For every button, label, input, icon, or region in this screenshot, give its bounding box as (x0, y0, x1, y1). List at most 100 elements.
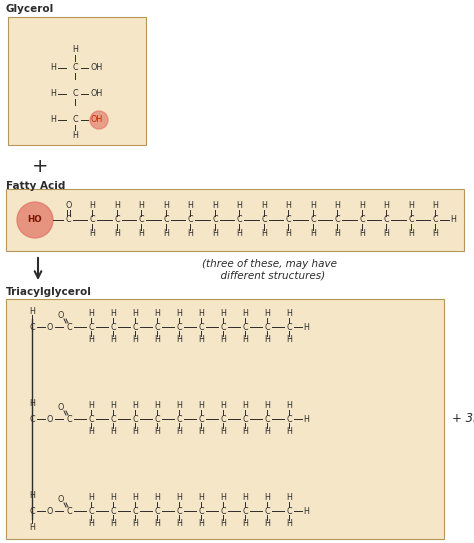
Text: + 3H₂O: + 3H₂O (452, 413, 474, 426)
Text: H: H (286, 494, 292, 502)
Text: C: C (359, 216, 365, 224)
Text: C: C (132, 507, 138, 515)
Text: H: H (132, 336, 138, 344)
Text: H: H (285, 230, 292, 238)
Text: H: H (88, 427, 94, 437)
Text: H: H (154, 427, 160, 437)
Text: H: H (138, 201, 145, 211)
Text: C: C (264, 323, 270, 331)
Text: C: C (90, 216, 95, 224)
Text: C: C (66, 507, 72, 515)
Text: C: C (154, 323, 160, 331)
Text: H: H (198, 520, 204, 528)
Text: OH: OH (91, 116, 103, 124)
Text: H: H (88, 494, 94, 502)
Text: (three of these, may have
  different structures): (three of these, may have different stru… (202, 259, 337, 281)
Text: H: H (264, 336, 270, 344)
Text: C: C (242, 507, 248, 515)
Text: H: H (383, 230, 390, 238)
Text: H: H (176, 336, 182, 344)
Text: H: H (383, 201, 390, 211)
Text: H: H (110, 494, 116, 502)
Text: H: H (90, 230, 95, 238)
Text: C: C (198, 323, 204, 331)
Text: H: H (88, 520, 94, 528)
Text: OH: OH (91, 64, 103, 73)
Text: C: C (132, 414, 138, 424)
Text: H: H (132, 310, 138, 319)
Text: C: C (198, 507, 204, 515)
Text: H: H (176, 494, 182, 502)
Text: C: C (29, 414, 35, 424)
Text: H: H (261, 230, 267, 238)
FancyBboxPatch shape (6, 189, 464, 251)
Text: H: H (72, 46, 78, 54)
Text: H: H (132, 427, 138, 437)
Text: H: H (220, 310, 226, 319)
Text: H: H (50, 116, 56, 124)
Text: C: C (110, 323, 116, 331)
Text: H: H (286, 336, 292, 344)
Text: H: H (212, 201, 218, 211)
Text: H: H (242, 310, 248, 319)
Text: C: C (154, 507, 160, 515)
Text: H: H (50, 90, 56, 98)
Text: C: C (286, 507, 292, 515)
FancyBboxPatch shape (6, 299, 444, 539)
Text: H: H (154, 494, 160, 502)
Text: H: H (198, 336, 204, 344)
Text: C: C (88, 414, 94, 424)
Text: C: C (176, 414, 182, 424)
Text: +: + (32, 157, 48, 176)
Text: H: H (303, 323, 309, 331)
Text: H: H (286, 310, 292, 319)
Text: O: O (47, 507, 53, 515)
Text: C: C (335, 216, 340, 224)
Text: H: H (154, 401, 160, 411)
Text: H: H (132, 520, 138, 528)
Text: H: H (29, 522, 35, 532)
Text: H: H (110, 336, 116, 344)
Text: C: C (110, 414, 116, 424)
Text: H: H (29, 399, 35, 407)
Text: H: H (237, 201, 242, 211)
Text: C: C (220, 323, 226, 331)
Text: H: H (242, 520, 248, 528)
Text: H: H (303, 414, 309, 424)
Text: C: C (264, 414, 270, 424)
Text: H: H (264, 427, 270, 437)
Text: C: C (66, 414, 72, 424)
Text: C: C (176, 323, 182, 331)
Text: OH: OH (91, 90, 103, 98)
Text: H: H (451, 216, 456, 224)
Text: H: H (286, 520, 292, 528)
Text: H: H (220, 494, 226, 502)
Text: C: C (88, 323, 94, 331)
Text: H: H (242, 336, 248, 344)
Text: O: O (58, 312, 64, 320)
Text: H: H (29, 490, 35, 500)
Text: C: C (286, 323, 292, 331)
Text: C: C (264, 507, 270, 515)
Text: H: H (286, 427, 292, 437)
Text: H: H (72, 131, 78, 141)
Text: O: O (66, 201, 72, 211)
Text: H: H (154, 336, 160, 344)
Text: C: C (114, 216, 120, 224)
Text: H: H (114, 230, 120, 238)
Text: HO: HO (27, 216, 42, 224)
Text: O: O (58, 403, 64, 413)
Text: H: H (90, 201, 95, 211)
Text: C: C (286, 216, 292, 224)
Text: H: H (163, 201, 169, 211)
Text: H: H (220, 520, 226, 528)
Text: H: H (132, 494, 138, 502)
Text: C: C (198, 414, 204, 424)
Text: C: C (139, 216, 144, 224)
Text: H: H (286, 401, 292, 411)
Text: H: H (198, 494, 204, 502)
Text: C: C (286, 414, 292, 424)
Text: H: H (359, 230, 365, 238)
Text: H: H (303, 507, 309, 515)
Text: H: H (359, 201, 365, 211)
